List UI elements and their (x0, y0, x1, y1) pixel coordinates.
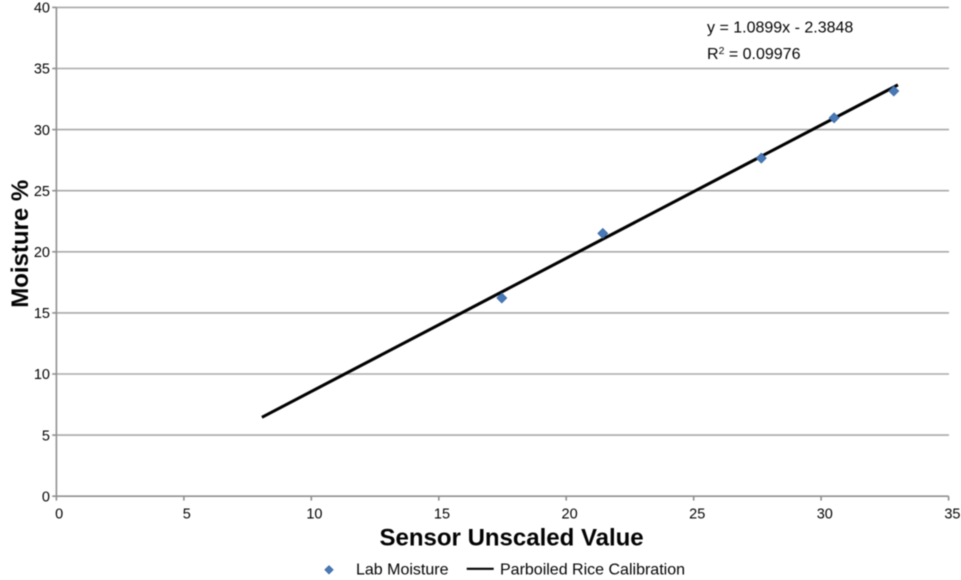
svg-text:0: 0 (55, 506, 63, 522)
svg-text:20: 20 (34, 245, 50, 261)
svg-text:20: 20 (562, 506, 578, 522)
svg-text:Moisture %: Moisture % (7, 180, 34, 308)
svg-text:30: 30 (817, 506, 833, 522)
svg-text:15: 15 (434, 506, 450, 522)
svg-text:35: 35 (944, 506, 960, 522)
svg-text:10: 10 (306, 506, 322, 522)
svg-text:5: 5 (183, 506, 191, 522)
svg-text:25: 25 (689, 506, 705, 522)
svg-text:Parboiled Rice Calibration: Parboiled Rice Calibration (500, 561, 685, 578)
svg-text:Sensor Unscaled Value: Sensor Unscaled Value (380, 525, 644, 552)
svg-text:10: 10 (34, 367, 50, 383)
svg-text:30: 30 (34, 123, 50, 139)
svg-text:15: 15 (34, 306, 50, 322)
svg-text:40: 40 (34, 1, 50, 17)
svg-text:Lab Moisture: Lab Moisture (356, 561, 449, 578)
svg-text:35: 35 (34, 62, 50, 78)
svg-text:5: 5 (42, 428, 50, 444)
svg-text:0: 0 (42, 489, 50, 505)
svg-text:y = 1.0899x - 2.3848: y = 1.0899x - 2.3848 (707, 20, 853, 37)
svg-text:25: 25 (34, 184, 50, 200)
svg-text:R2 = 0.09976: R2 = 0.09976 (707, 45, 801, 63)
